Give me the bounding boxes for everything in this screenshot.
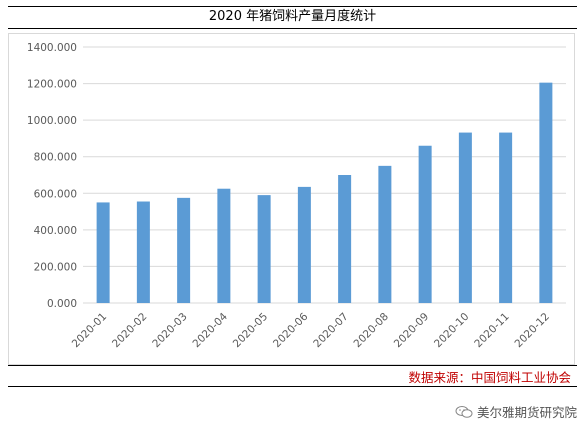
chart-frame [8,33,575,365]
bar [378,165,392,303]
y-tick-label: 1400.000 [27,42,77,54]
source-rule [8,386,577,387]
bar [418,145,432,303]
bar [217,188,231,303]
data-source: 数据来源：中国饲料工业协会 [408,370,571,385]
bar [458,132,472,303]
y-tick-label: 800.000 [34,152,77,164]
bar [338,175,352,303]
bottom-rule [8,365,577,366]
title-rule [8,28,577,29]
y-tick-label: 600.000 [34,188,77,200]
wechat-icon [455,405,473,418]
x-tick-label: 2020-05 [231,311,271,351]
bar [499,132,513,303]
bar [96,202,110,303]
x-tick-label: 2020-01 [70,311,110,351]
watermark-text: 美尔雅期货研究院 [476,405,577,420]
y-tick-label: 0.000 [47,298,77,310]
x-tick-label: 2020-12 [512,311,552,351]
y-tick-label: 1000.000 [27,115,77,127]
chart-title: 2020 年猪饲料产量月度统计 [208,9,377,24]
x-tick-label: 2020-09 [392,311,432,351]
bar [539,82,553,304]
top-rule [8,6,577,7]
bar [297,186,311,303]
x-tick-label: 2020-06 [271,310,311,350]
x-tick-label: 2020-04 [190,310,230,350]
bar [136,201,150,303]
x-tick-label: 2020-11 [472,311,512,351]
y-tick-label: 1200.000 [27,79,77,91]
x-tick-label: 2020-03 [150,311,190,351]
y-tick-label: 400.000 [34,225,77,237]
x-tick-label: 2020-10 [432,311,472,351]
x-tick-label: 2020-08 [351,311,391,351]
bar [177,197,191,303]
watermark: 美尔雅期货研究院 [455,402,577,421]
bar-chart: 0.000 200.000 400.000 600.000 800.000 1000.00… [27,42,566,351]
y-tick-label: 200.000 [34,261,77,273]
bar [257,195,271,303]
x-tick-label: 2020-02 [110,311,150,351]
x-tick-label: 2020-07 [311,311,351,351]
